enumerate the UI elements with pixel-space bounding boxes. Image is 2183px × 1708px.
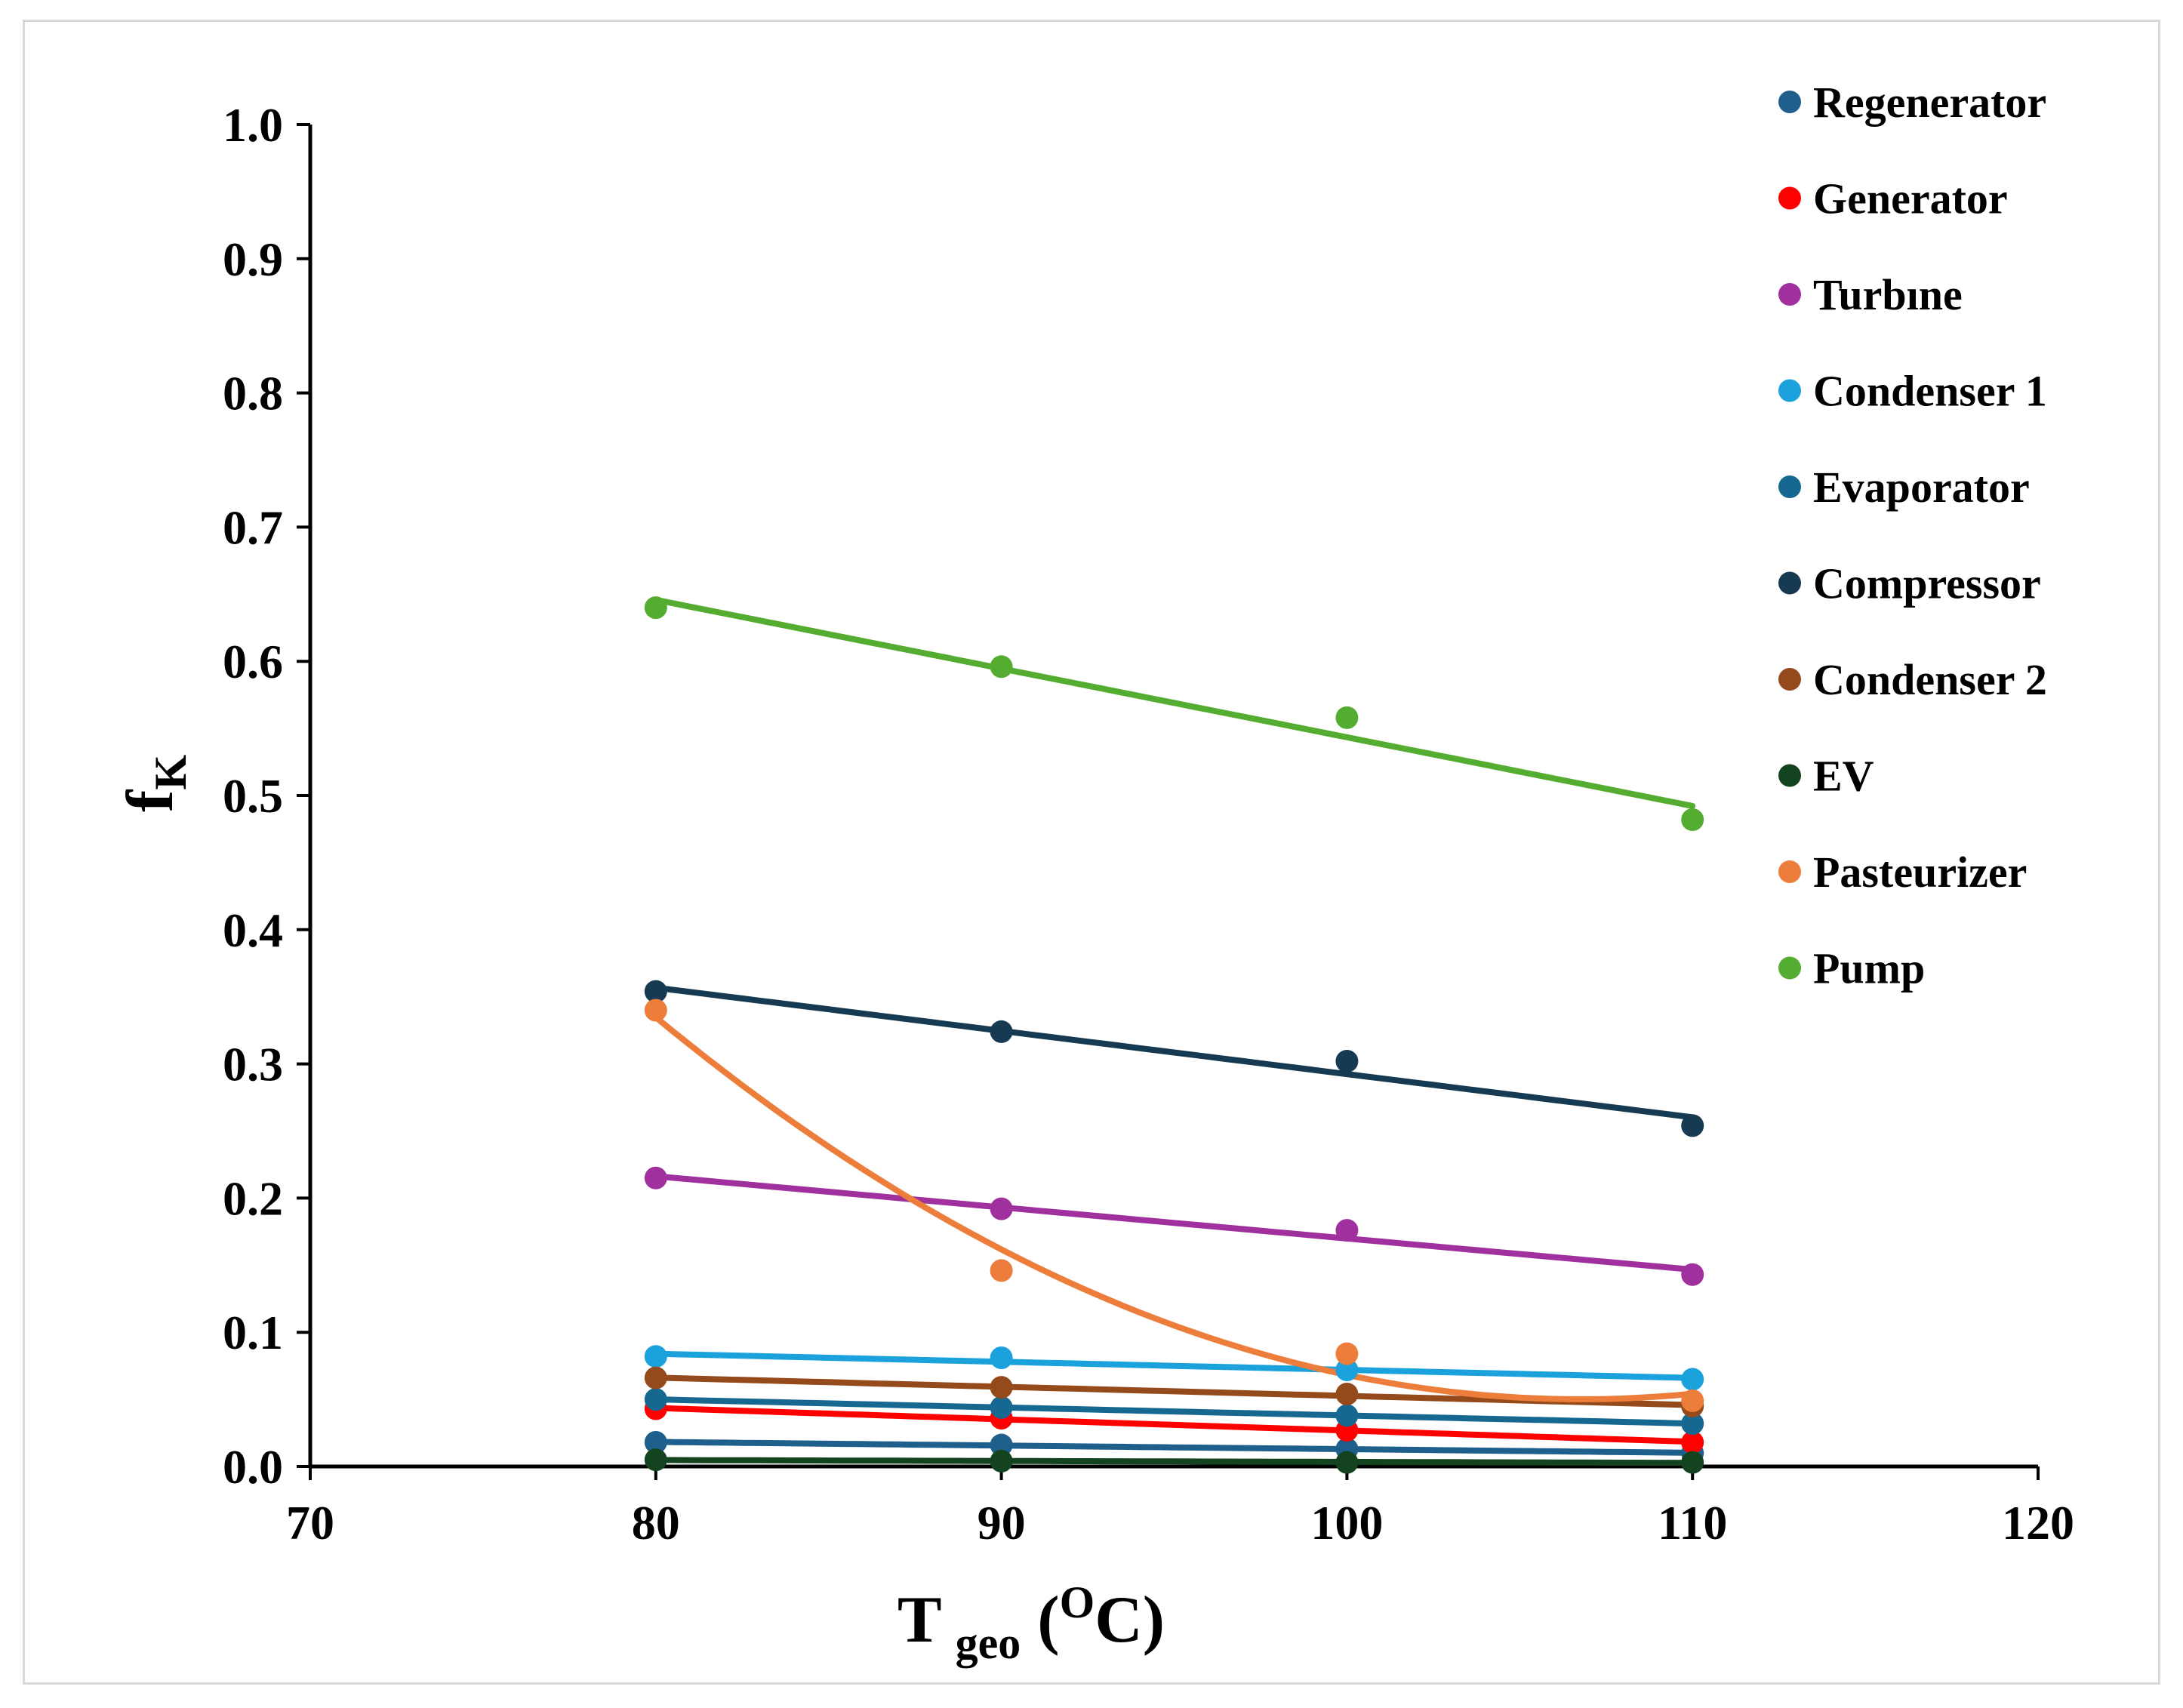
x-axis-title-sub: geo — [956, 1618, 1021, 1668]
y-tick-label: 1.0 — [223, 98, 283, 152]
trendline-condenser-1 — [652, 1350, 1696, 1381]
y-axis-title-main: f — [114, 789, 187, 812]
trendline-compressor — [652, 984, 1696, 1121]
point-ev — [1681, 1451, 1704, 1474]
x-axis-title-unit: C) — [1095, 1583, 1165, 1657]
point-compressor — [1335, 1050, 1359, 1073]
point-turb-ne — [990, 1197, 1013, 1220]
y-tick-label: 0.4 — [223, 903, 283, 957]
point-ev — [990, 1449, 1013, 1473]
x-axis-title-open: ( — [1021, 1583, 1059, 1657]
point-pump — [644, 596, 667, 620]
point-pump — [1335, 706, 1359, 729]
point-generator — [1681, 1430, 1704, 1454]
point-evaporator — [644, 1388, 667, 1411]
point-evaporator — [1335, 1404, 1359, 1427]
point-ev — [1335, 1451, 1359, 1474]
y-tick-label: 0.6 — [223, 635, 283, 688]
y-tick-label: 0.3 — [223, 1038, 283, 1091]
point-condenser-1 — [644, 1345, 667, 1368]
point-evaporator — [990, 1396, 1013, 1419]
y-tick-label: 0.2 — [223, 1171, 283, 1225]
point-pasteurizer — [990, 1259, 1013, 1282]
legend-label-condenser-2: Condenser 2 — [1813, 655, 2047, 704]
legend-marker-pasteurizer — [1778, 860, 1801, 883]
point-condenser-1 — [990, 1346, 1013, 1369]
point-pump — [1681, 808, 1704, 832]
point-condenser-1 — [1335, 1358, 1359, 1381]
legend-marker-condenser-2 — [1778, 668, 1801, 691]
legend-label-compressor: Compressor — [1813, 559, 2041, 608]
y-tick-label: 0.0 — [223, 1440, 283, 1494]
legend-label-regenerator: Regenerator — [1813, 78, 2046, 127]
point-compressor — [644, 980, 667, 1003]
point-regenerator — [644, 1430, 667, 1454]
y-tick-label: 0.8 — [223, 367, 283, 420]
point-pump — [990, 655, 1013, 679]
legend-label-turb-ne: Turbıne — [1813, 270, 1963, 319]
legend-marker-regenerator — [1778, 91, 1801, 113]
x-tick-label: 110 — [1658, 1496, 1727, 1550]
trendline-pasteurizer — [652, 1014, 1696, 1402]
x-tick-label: 70 — [286, 1496, 334, 1550]
trendline-evaporator — [652, 1396, 1696, 1427]
point-turb-ne — [644, 1166, 667, 1189]
legend-marker-condenser-1 — [1778, 379, 1801, 402]
legend-label-pump: Pump — [1813, 944, 1925, 993]
point-condenser-2 — [990, 1376, 1013, 1399]
axes — [308, 125, 2038, 1469]
y-tick-label: 0.9 — [223, 232, 283, 286]
x-axis-title-main: T — [898, 1583, 942, 1657]
point-compressor — [1681, 1114, 1704, 1137]
trendline-pump — [652, 596, 1696, 809]
data-points — [644, 596, 1704, 1474]
x-axis-title-sup: O — [1060, 1577, 1095, 1627]
point-condenser-2 — [644, 1366, 667, 1389]
trendline-generator — [652, 1405, 1696, 1445]
legend-label-ev: EV — [1813, 752, 1874, 801]
y-tick-label: 0.7 — [223, 500, 283, 554]
point-turb-ne — [1681, 1263, 1704, 1286]
legend-label-pasteurizer: Pasteurizer — [1813, 848, 2027, 897]
legend: Regenerator Generator Turbıne Condenser 1 Ev… — [1778, 78, 2047, 993]
legend-marker-turb-ne — [1778, 283, 1801, 306]
legend-label-condenser-1: Condenser 1 — [1813, 367, 2047, 416]
x-tick-label: 100 — [1310, 1496, 1383, 1550]
point-evaporator — [1681, 1412, 1704, 1436]
y-tick-label: 0.1 — [223, 1306, 283, 1359]
y-axis-title: fK — [114, 755, 196, 812]
point-pasteurizer — [1335, 1342, 1359, 1365]
point-regenerator — [990, 1433, 1013, 1457]
x-tick-label: 80 — [632, 1496, 680, 1550]
legend-marker-compressor — [1778, 571, 1801, 595]
x-tick-label: 120 — [2002, 1496, 2074, 1550]
legend-label-evaporator: Evaporator — [1813, 463, 2030, 512]
legend-marker-generator — [1778, 186, 1801, 210]
point-condenser-1 — [1681, 1368, 1704, 1391]
legend-marker-evaporator — [1778, 475, 1801, 498]
y-tick-label: 0.5 — [223, 769, 283, 823]
point-turb-ne — [1335, 1219, 1359, 1242]
trendline-regenerator — [652, 1439, 1696, 1456]
tick-marks: 0.0 0.1 0.2 0.3 0.4 0.5 0.6 0.7 0.8 0.9 1.0 70 80 90 1… — [223, 98, 2074, 1550]
legend-marker-ev — [1778, 764, 1801, 787]
point-pasteurizer — [1681, 1389, 1704, 1412]
legend-marker-pump — [1778, 956, 1801, 980]
point-compressor — [990, 1020, 1013, 1043]
y-axis-title-sub: K — [146, 755, 196, 790]
trendline-ev — [652, 1457, 1696, 1466]
legend-label-generator: Generator — [1813, 174, 2008, 223]
trendlines — [652, 596, 1696, 1466]
point-condenser-2 — [1335, 1382, 1359, 1405]
x-tick-label: 90 — [978, 1496, 1026, 1550]
trendline-turb-ne — [652, 1173, 1696, 1273]
point-ev — [644, 1448, 667, 1472]
point-pasteurizer — [644, 999, 667, 1022]
